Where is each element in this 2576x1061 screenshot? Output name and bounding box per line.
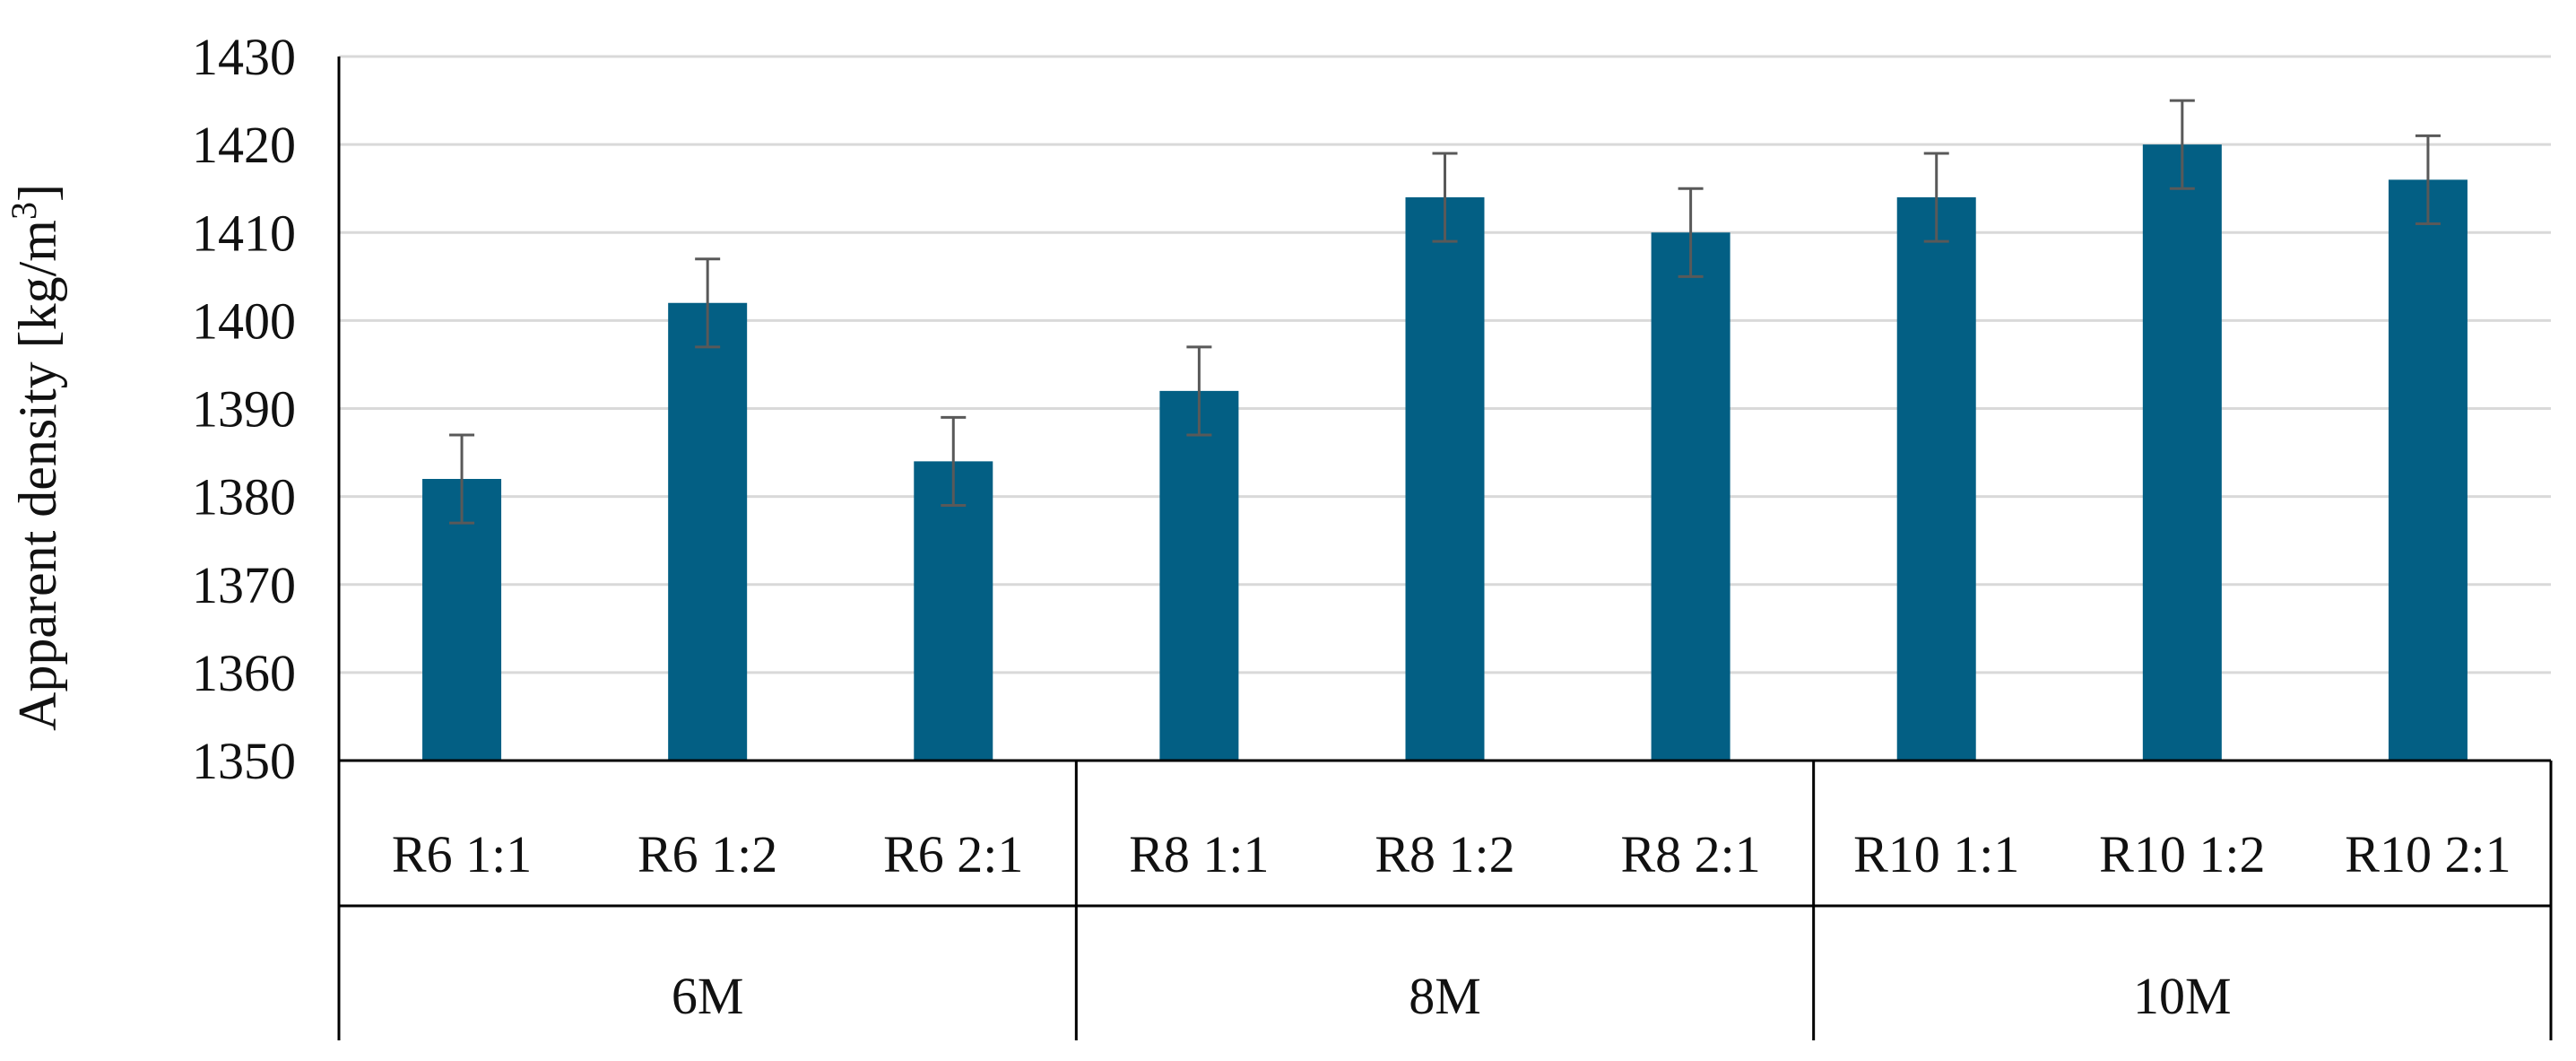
- y-tick-label: 1420: [192, 116, 296, 174]
- y-tick-label: 1400: [192, 291, 296, 350]
- x-category-label: R10 1:1: [1853, 825, 2019, 883]
- y-tick-label: 1430: [192, 28, 296, 86]
- bar: [1405, 197, 1485, 761]
- y-axis-label: Apparent density [kg/m3]: [4, 184, 67, 731]
- bars: [422, 144, 2468, 761]
- bar: [2142, 144, 2222, 761]
- y-tick-labels: 1350 1360 1370 1380 1390 1400 1410 1420 1430: [192, 28, 296, 790]
- y-tick-label: 1360: [192, 644, 296, 702]
- error-bars: [449, 99, 2441, 525]
- axes: [337, 57, 2553, 1040]
- y-axis-label-text: Apparent density [kg/m: [8, 220, 67, 731]
- x-category-label: R10 1:2: [2099, 825, 2265, 883]
- x-category-label: R6 1:2: [637, 825, 777, 883]
- x-group-label: 10M: [2133, 967, 2232, 1025]
- y-tick-label: 1410: [192, 204, 296, 262]
- x-group-label: 6M: [672, 967, 744, 1025]
- y-tick-label: 1370: [192, 556, 296, 614]
- x-category-label: R6 1:1: [392, 825, 532, 883]
- bar: [1159, 390, 1239, 761]
- bar: [1896, 197, 1976, 761]
- y-axis-label-sup: 3: [4, 202, 44, 220]
- bar: [668, 302, 748, 761]
- x-category-label: R8 1:2: [1375, 825, 1514, 883]
- y-tick-label: 1380: [192, 468, 296, 526]
- x-category-label: R8 1:1: [1129, 825, 1269, 883]
- bar: [1651, 232, 1730, 761]
- x-category-label: R6 2:1: [883, 825, 1023, 883]
- x-group-label: 8M: [1409, 967, 1481, 1025]
- y-axis-label-close: ]: [8, 184, 67, 202]
- bar: [422, 479, 502, 761]
- bar: [914, 461, 993, 761]
- x-group-labels: 6M 8M 10M: [672, 967, 2232, 1025]
- bar: [2388, 179, 2468, 761]
- x-category-label: R8 2:1: [1620, 825, 1760, 883]
- x-category-labels: R6 1:1 R6 1:2 R6 2:1 R8 1:1 R8 1:2 R8 2:1 R10 …: [392, 825, 2511, 883]
- x-category-label: R10 2:1: [2345, 825, 2511, 883]
- y-tick-label: 1390: [192, 380, 296, 439]
- y-tick-label: 1350: [192, 732, 296, 790]
